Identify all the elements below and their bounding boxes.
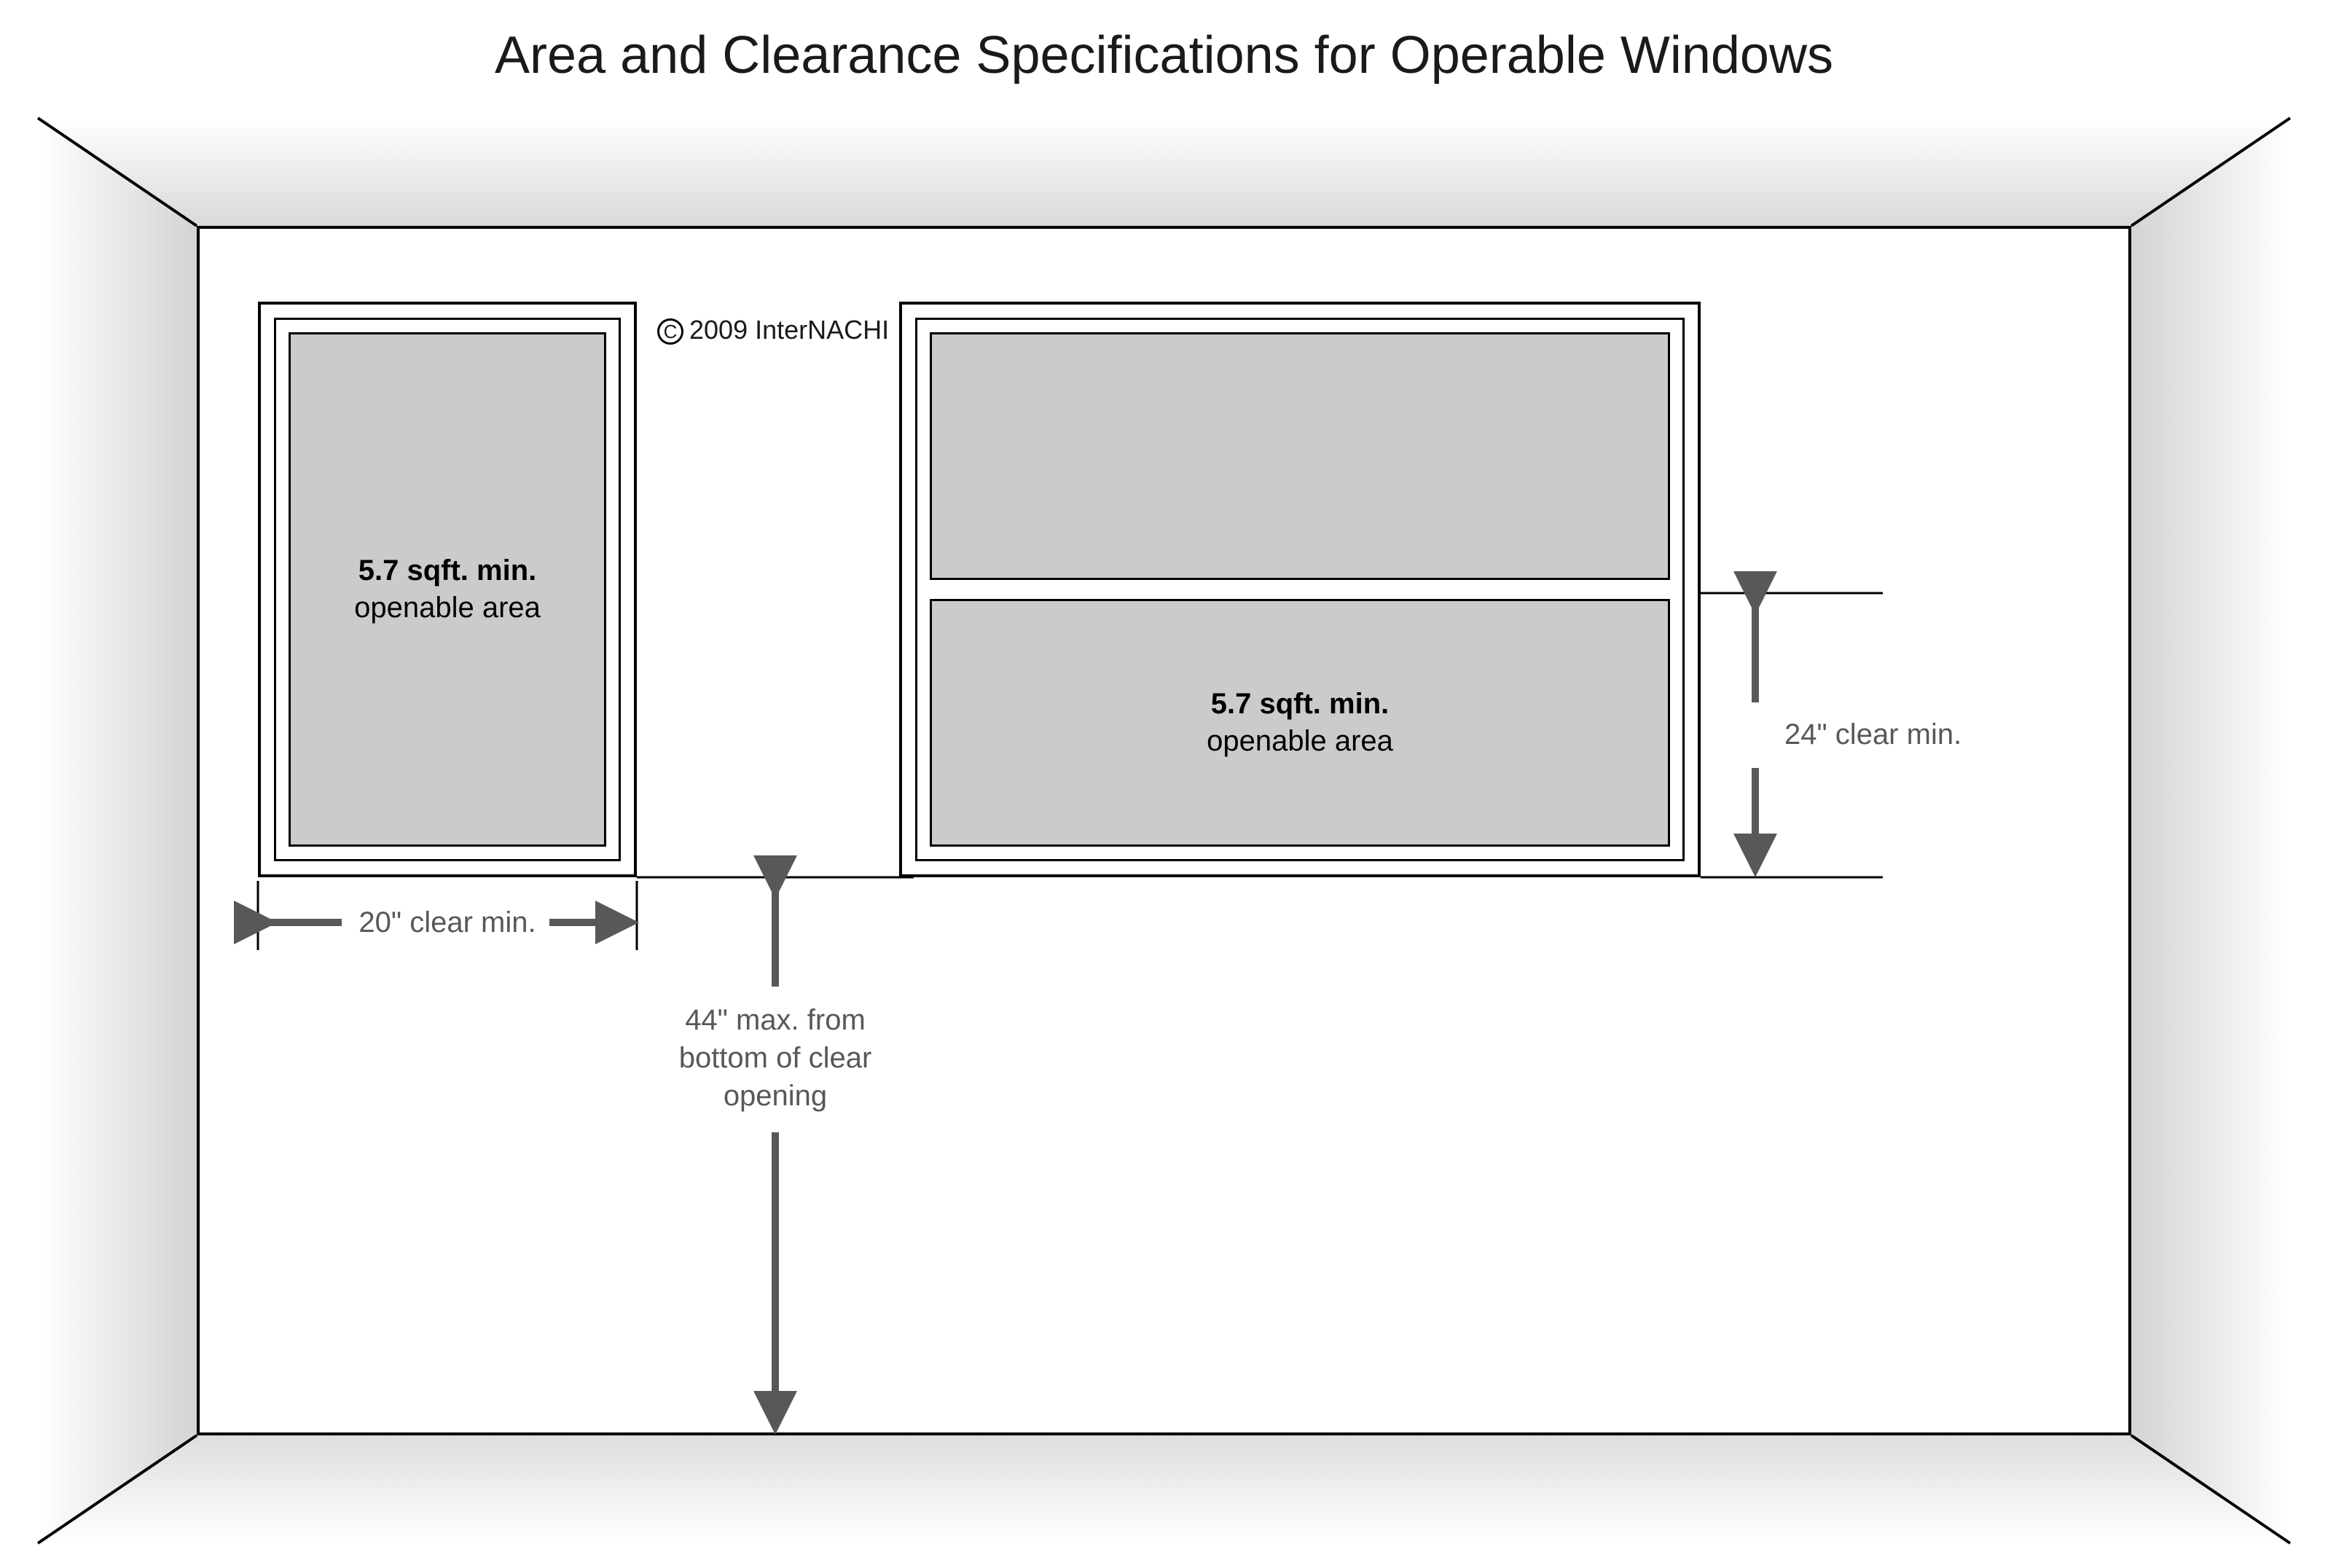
room-perspective-container: 5.7 sqft. min. openable area 5.7 sqft. m… bbox=[36, 117, 2292, 1545]
copyright-notice: C2009 InterNACHI bbox=[657, 315, 889, 345]
upper-sash bbox=[930, 332, 1670, 580]
dimension-20in-label: 20" clear min. bbox=[258, 906, 637, 939]
dimension-44in-label: 44" max. from bottom of clear opening bbox=[659, 1001, 892, 1115]
page-title: Area and Clearance Specifications for Op… bbox=[0, 26, 2328, 85]
lower-sash-area-bold: 5.7 sqft. min. bbox=[1211, 688, 1390, 721]
lower-sash: 5.7 sqft. min. openable area bbox=[930, 599, 1670, 847]
dimension-24in-label: 24" clear min. bbox=[1784, 718, 2003, 751]
copyright-text: 2009 InterNACHI bbox=[689, 315, 889, 345]
casement-window: 5.7 sqft. min. openable area bbox=[258, 302, 637, 877]
casement-area-bold: 5.7 sqft. min. bbox=[358, 554, 537, 587]
back-wall: 5.7 sqft. min. openable area 5.7 sqft. m… bbox=[197, 226, 2131, 1435]
casement-area-sub: openable area bbox=[354, 592, 541, 624]
casement-glass-pane: 5.7 sqft. min. openable area bbox=[289, 332, 606, 847]
lower-sash-area-sub: openable area bbox=[1207, 725, 1393, 758]
double-hung-window: 5.7 sqft. min. openable area bbox=[899, 302, 1701, 877]
copyright-icon: C bbox=[657, 318, 683, 345]
